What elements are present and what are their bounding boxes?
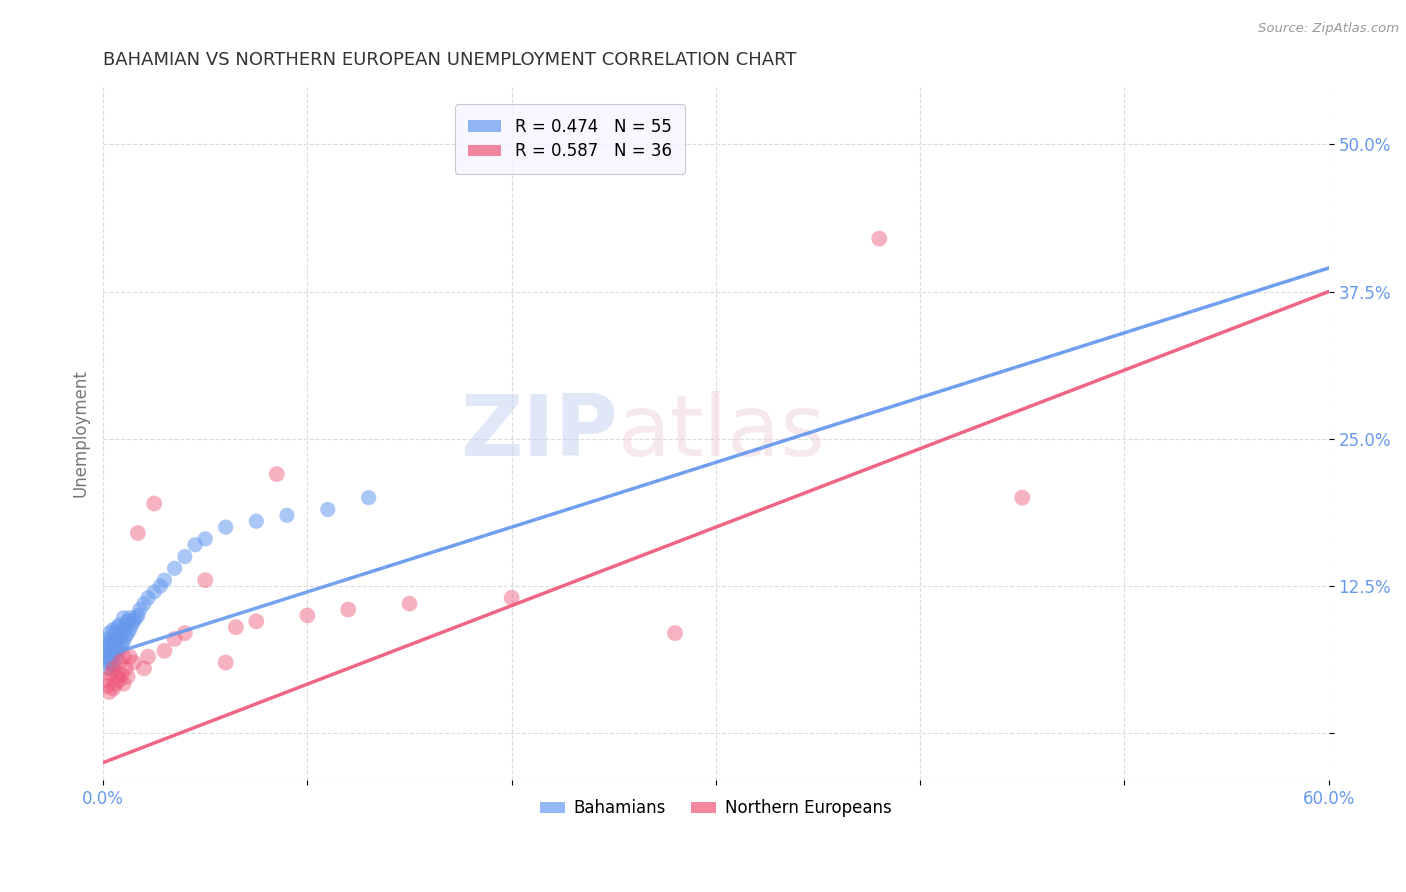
Point [225, 620, 247, 634]
Point [398, 597, 420, 611]
Point [112, 634, 135, 648]
Point [96, 632, 118, 646]
Point [297, 608, 319, 623]
Point [94, 673, 117, 688]
Point [110, 626, 132, 640]
Point [96, 644, 118, 658]
Point [110, 667, 132, 681]
Point [664, 626, 686, 640]
Point [94, 638, 117, 652]
Point [128, 602, 150, 616]
Point [103, 646, 125, 660]
Point [100, 632, 122, 646]
Point [118, 623, 141, 637]
Point [108, 673, 131, 688]
Point [163, 561, 186, 575]
Point [118, 611, 141, 625]
Point [127, 608, 149, 623]
Point [143, 585, 166, 599]
Point [107, 620, 129, 634]
Point [103, 634, 125, 648]
Point [215, 520, 238, 534]
Point [100, 644, 122, 658]
Point [125, 611, 148, 625]
Point [245, 615, 267, 629]
Point [96, 656, 118, 670]
Point [100, 667, 122, 681]
Point [103, 681, 125, 696]
Point [104, 677, 127, 691]
Point [107, 644, 129, 658]
Point [117, 615, 139, 629]
Text: BAHAMIAN VS NORTHERN EUROPEAN UNEMPLOYMENT CORRELATION CHART: BAHAMIAN VS NORTHERN EUROPEAN UNEMPLOYME… [103, 51, 797, 69]
Point [184, 538, 207, 552]
Point [153, 644, 176, 658]
Point [118, 649, 141, 664]
Point [96, 679, 118, 693]
Point [114, 630, 136, 644]
Point [121, 618, 143, 632]
Point [357, 491, 380, 505]
Point [337, 602, 360, 616]
Point [110, 638, 132, 652]
Point [112, 611, 135, 625]
Point [103, 661, 125, 675]
Point [98, 685, 121, 699]
Point [127, 526, 149, 541]
Point [114, 661, 136, 675]
Text: atlas: atlas [617, 392, 825, 475]
Point [122, 615, 145, 629]
Point [112, 623, 135, 637]
Point [108, 641, 131, 656]
Point [98, 661, 121, 675]
Y-axis label: Unemployment: Unemployment [72, 369, 89, 497]
Text: Source: ZipAtlas.com: Source: ZipAtlas.com [1258, 22, 1399, 36]
Point [117, 670, 139, 684]
Point [108, 630, 131, 644]
Point [108, 656, 131, 670]
Point [108, 618, 131, 632]
Point [136, 649, 159, 664]
Point [114, 618, 136, 632]
Point [245, 514, 267, 528]
Point [132, 661, 155, 675]
Point [173, 626, 195, 640]
Point [163, 632, 186, 646]
Point [112, 649, 135, 664]
Point [276, 508, 298, 523]
Point [149, 579, 172, 593]
Point [868, 231, 890, 245]
Legend: Bahamians, Northern Europeans: Bahamians, Northern Europeans [534, 793, 898, 824]
Point [98, 626, 121, 640]
Point [104, 649, 127, 664]
Point [143, 497, 166, 511]
Point [266, 467, 288, 482]
Point [501, 591, 523, 605]
Point [103, 657, 125, 672]
Point [100, 656, 122, 670]
Point [112, 677, 135, 691]
Point [104, 638, 127, 652]
Point [107, 632, 129, 646]
Point [173, 549, 195, 564]
Point [98, 638, 121, 652]
Point [94, 649, 117, 664]
Point [194, 573, 217, 587]
Point [98, 649, 121, 664]
Point [107, 670, 129, 684]
Point [117, 626, 139, 640]
Point [194, 532, 217, 546]
Text: ZIP: ZIP [460, 392, 617, 475]
Point [1011, 491, 1033, 505]
Point [122, 656, 145, 670]
Point [103, 623, 125, 637]
Point [136, 591, 159, 605]
Point [215, 656, 238, 670]
Point [132, 597, 155, 611]
Point [153, 573, 176, 587]
Point [104, 626, 127, 640]
Point [316, 502, 339, 516]
